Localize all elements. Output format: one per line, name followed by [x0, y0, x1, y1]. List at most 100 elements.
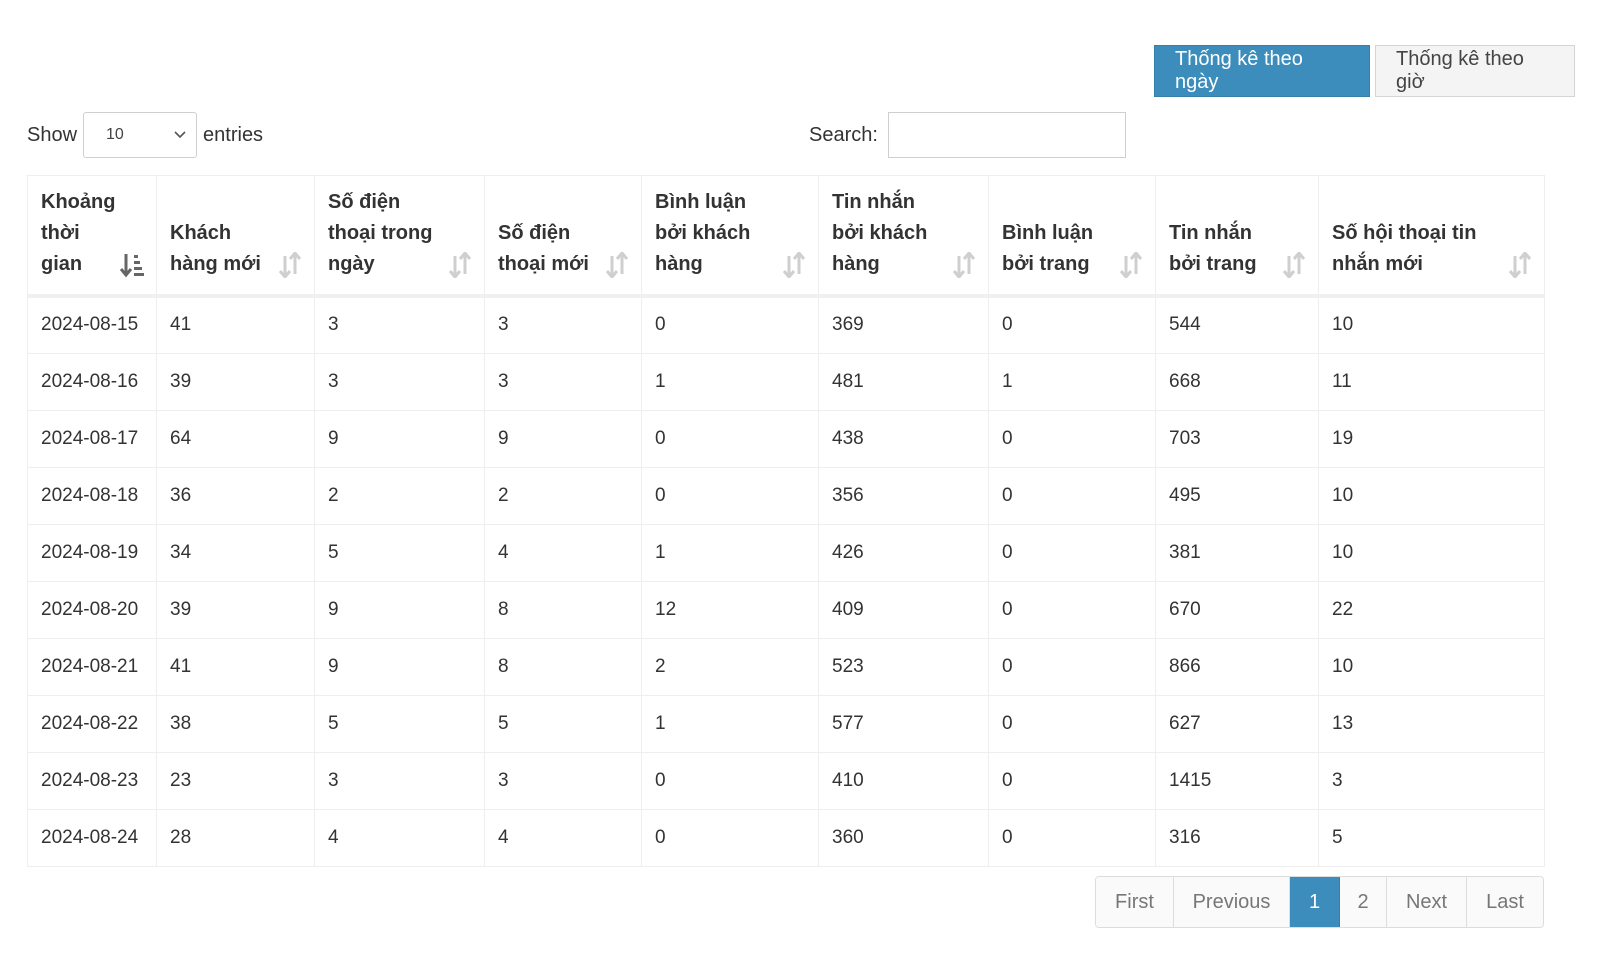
table-cell: 2024-08-16 [27, 353, 157, 411]
table-cell: 3 [314, 752, 485, 810]
table-row: 2024-08-16 39 3 3 1 481 1 668 11 [27, 353, 1545, 411]
table-cell: 3 [1318, 752, 1545, 810]
search-input[interactable] [887, 112, 1126, 158]
table-row: 2024-08-17 64 9 9 0 438 0 703 19 [27, 410, 1545, 468]
table-cell: 39 [156, 353, 315, 411]
column-header-8[interactable]: Số hội thoại tin nhắn mới [1318, 175, 1545, 298]
table-cell: 438 [818, 410, 989, 468]
pagination-previous-button[interactable]: Previous [1174, 877, 1290, 927]
table-cell: 9 [484, 410, 642, 468]
sort-both-icon [1508, 251, 1532, 278]
search-label: Search: [809, 123, 878, 146]
table-row: 2024-08-19 34 5 4 1 426 0 381 10 [27, 524, 1545, 582]
table-cell: 495 [1155, 467, 1319, 525]
stats-by-day-button[interactable]: Thống kê theo ngày [1154, 45, 1370, 97]
table-cell: 381 [1155, 524, 1319, 582]
entries-select-value: 10 [106, 126, 124, 143]
table-cell: 4 [484, 809, 642, 867]
column-header-0[interactable]: Khoảng thời gian [27, 175, 157, 298]
column-header-label: Khoảng thời gian [41, 190, 116, 275]
table-cell: 0 [988, 638, 1156, 696]
table-cell: 0 [988, 524, 1156, 582]
table-cell: 0 [641, 467, 819, 525]
column-header-label: Bình luận bởi khách hàng [655, 190, 751, 275]
entries-length-control: Show 10 entries [27, 112, 263, 158]
column-header-2[interactable]: Số điện thoại trong ngày [314, 175, 485, 298]
table-cell: 670 [1155, 581, 1319, 639]
table-cell: 0 [988, 410, 1156, 468]
table-cell: 9 [314, 581, 485, 639]
pagination-next-button[interactable]: Next [1387, 877, 1467, 927]
table-cell: 38 [156, 695, 315, 753]
table-cell: 64 [156, 410, 315, 468]
table-cell: 523 [818, 638, 989, 696]
table-cell: 8 [484, 581, 642, 639]
table-cell: 0 [641, 809, 819, 867]
sort-ascending-icon [120, 253, 144, 277]
column-header-label: Bình luận bởi trang [1002, 221, 1094, 275]
show-label: Show [27, 123, 78, 146]
table-cell: 1 [641, 353, 819, 411]
pagination-page-2-button[interactable]: 2 [1340, 877, 1387, 927]
pagination-page-1-button[interactable]: 1 [1290, 877, 1340, 927]
entries-label: entries [203, 123, 264, 146]
entries-select[interactable]: 10 [83, 112, 198, 158]
table-body: 2024-08-15 41 3 3 0 369 0 544 10 2024-08-16 39 3 3 1 4… [27, 295, 1545, 867]
table-cell: 2024-08-15 [27, 295, 157, 354]
table-cell: 41 [156, 295, 315, 354]
column-header-4[interactable]: Bình luận bởi khách hàng [641, 175, 819, 298]
table-cell: 10 [1318, 524, 1545, 582]
table-cell: 9 [314, 638, 485, 696]
column-header-6[interactable]: Bình luận bởi trang [988, 175, 1156, 298]
column-header-3[interactable]: Số điện thoại mới [484, 175, 642, 298]
table-cell: 5 [314, 695, 485, 753]
column-header-7[interactable]: Tin nhắn bởi trang [1155, 175, 1319, 298]
pagination-last-button[interactable]: Last [1467, 877, 1543, 927]
column-header-label: Số điện thoại trong ngày [328, 190, 433, 275]
table-cell: 3 [314, 295, 485, 354]
table-cell: 316 [1155, 809, 1319, 867]
table-cell: 10 [1318, 638, 1545, 696]
table-cell: 5 [314, 524, 485, 582]
table-cell: 36 [156, 467, 315, 525]
table-cell: 2024-08-18 [27, 467, 157, 525]
column-header-1[interactable]: Khách hàng mới [156, 175, 315, 298]
table-cell: 22 [1318, 581, 1545, 639]
table-cell: 12 [641, 581, 819, 639]
table-cell: 8 [484, 638, 642, 696]
table-cell: 0 [988, 809, 1156, 867]
table-cell: 2 [314, 467, 485, 525]
table-cell: 3 [314, 353, 485, 411]
column-header-label: Khách hàng mới [170, 221, 261, 275]
table-controls: Show 10 entries Search: [27, 112, 1575, 158]
table-cell: 28 [156, 809, 315, 867]
table-cell: 3 [484, 295, 642, 354]
table-cell: 0 [988, 295, 1156, 354]
table-cell: 5 [1318, 809, 1545, 867]
table-row: 2024-08-18 36 2 2 0 356 0 495 10 [27, 467, 1545, 525]
sort-both-icon [448, 251, 472, 278]
table-row: 2024-08-20 39 9 8 12 409 0 670 22 [27, 581, 1545, 639]
table-cell: 13 [1318, 695, 1545, 753]
table-cell: 703 [1155, 410, 1319, 468]
table-cell: 0 [988, 695, 1156, 753]
table-cell: 5 [484, 695, 642, 753]
stats-by-hour-button[interactable]: Thống kê theo giờ [1375, 45, 1575, 97]
table-cell: 627 [1155, 695, 1319, 753]
table-cell: 0 [988, 752, 1156, 810]
table-cell: 2024-08-20 [27, 581, 157, 639]
sort-both-icon [278, 251, 302, 278]
sort-both-icon [952, 251, 976, 278]
pagination: First Previous 1 2 Next Last [1095, 876, 1544, 928]
table-cell: 2024-08-21 [27, 638, 157, 696]
pagination-first-button[interactable]: First [1096, 877, 1174, 927]
table-cell: 0 [641, 295, 819, 354]
column-header-5[interactable]: Tin nhắn bởi khách hàng [818, 175, 989, 298]
table-cell: 426 [818, 524, 989, 582]
table-cell: 0 [641, 752, 819, 810]
table-cell: 2 [484, 467, 642, 525]
column-header-label: Số điện thoại mới [498, 221, 589, 275]
table-row: 2024-08-21 41 9 8 2 523 0 866 10 [27, 638, 1545, 696]
table-cell: 10 [1318, 467, 1545, 525]
